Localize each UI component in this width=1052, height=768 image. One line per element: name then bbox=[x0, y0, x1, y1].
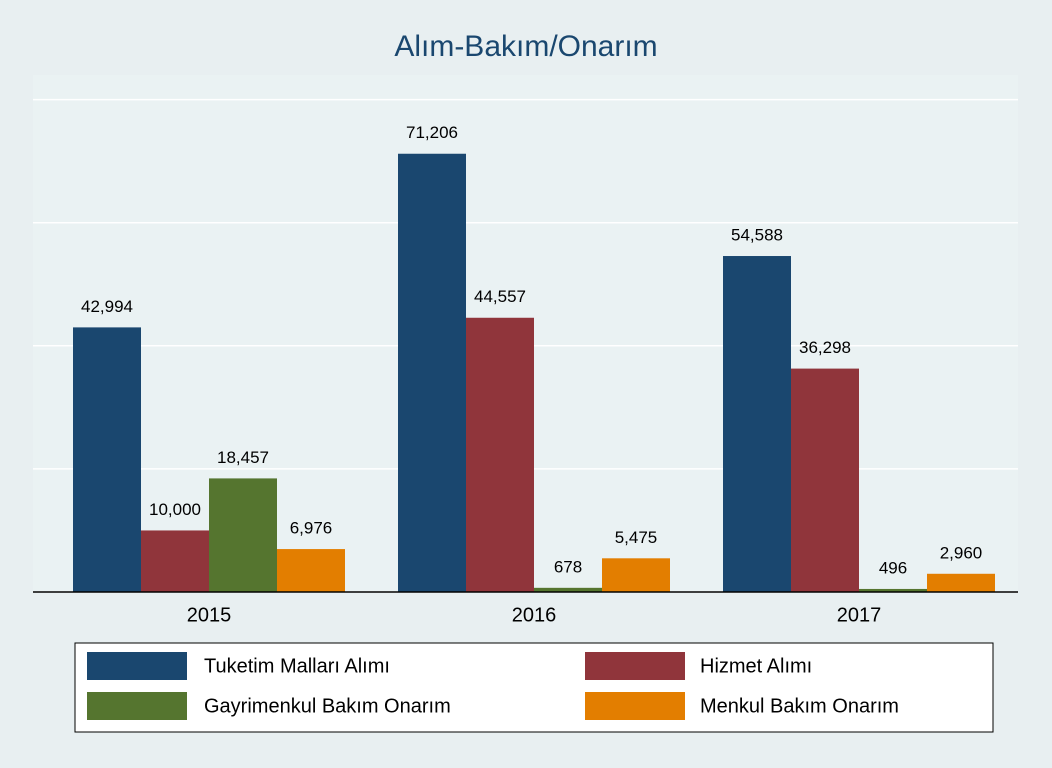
legend-label: Hizmet Alımı bbox=[700, 655, 812, 677]
value-label: 54,588 bbox=[731, 226, 783, 245]
legend-swatch bbox=[585, 652, 685, 680]
value-label: 44,557 bbox=[474, 287, 526, 306]
bar bbox=[927, 573, 995, 592]
bar bbox=[398, 153, 466, 592]
value-label: 36,298 bbox=[799, 338, 851, 357]
x-tick-label: 2016 bbox=[512, 604, 557, 626]
bar bbox=[141, 530, 209, 592]
legend-entries: Tuketim Malları Alımı Hizmet Alımı Gayrime… bbox=[87, 652, 899, 720]
bars bbox=[73, 153, 995, 592]
value-label: 6,976 bbox=[290, 519, 333, 538]
x-tick-label: 2015 bbox=[187, 604, 232, 626]
bar bbox=[277, 549, 345, 592]
value-label: 42,994 bbox=[81, 297, 133, 316]
value-label: 5,475 bbox=[615, 528, 658, 547]
value-label: 678 bbox=[554, 557, 582, 576]
bar bbox=[602, 558, 670, 592]
chart-title: Alım-Bakım/Onarım bbox=[394, 30, 657, 63]
bar bbox=[209, 478, 277, 592]
legend-swatch bbox=[87, 692, 187, 720]
value-label: 71,206 bbox=[406, 123, 458, 142]
legend-swatch bbox=[585, 692, 685, 720]
legend-swatch bbox=[87, 652, 187, 680]
bar bbox=[723, 256, 791, 592]
bar bbox=[859, 588, 927, 592]
value-label: 10,000 bbox=[149, 500, 201, 519]
bar bbox=[73, 327, 141, 592]
legend bbox=[74, 642, 994, 733]
bar bbox=[791, 368, 859, 592]
x-tick-label: 2017 bbox=[837, 604, 882, 626]
bar bbox=[534, 587, 602, 592]
value-label: 18,457 bbox=[217, 448, 269, 467]
value-label: 2,960 bbox=[940, 543, 983, 562]
legend-label: Menkul Bakım Onarım bbox=[700, 695, 899, 717]
value-label: 496 bbox=[879, 558, 907, 577]
bar bbox=[466, 317, 534, 592]
legend-label: Gayrimenkul Bakım Onarım bbox=[204, 695, 451, 717]
legend-label: Tuketim Malları Alımı bbox=[204, 655, 390, 677]
